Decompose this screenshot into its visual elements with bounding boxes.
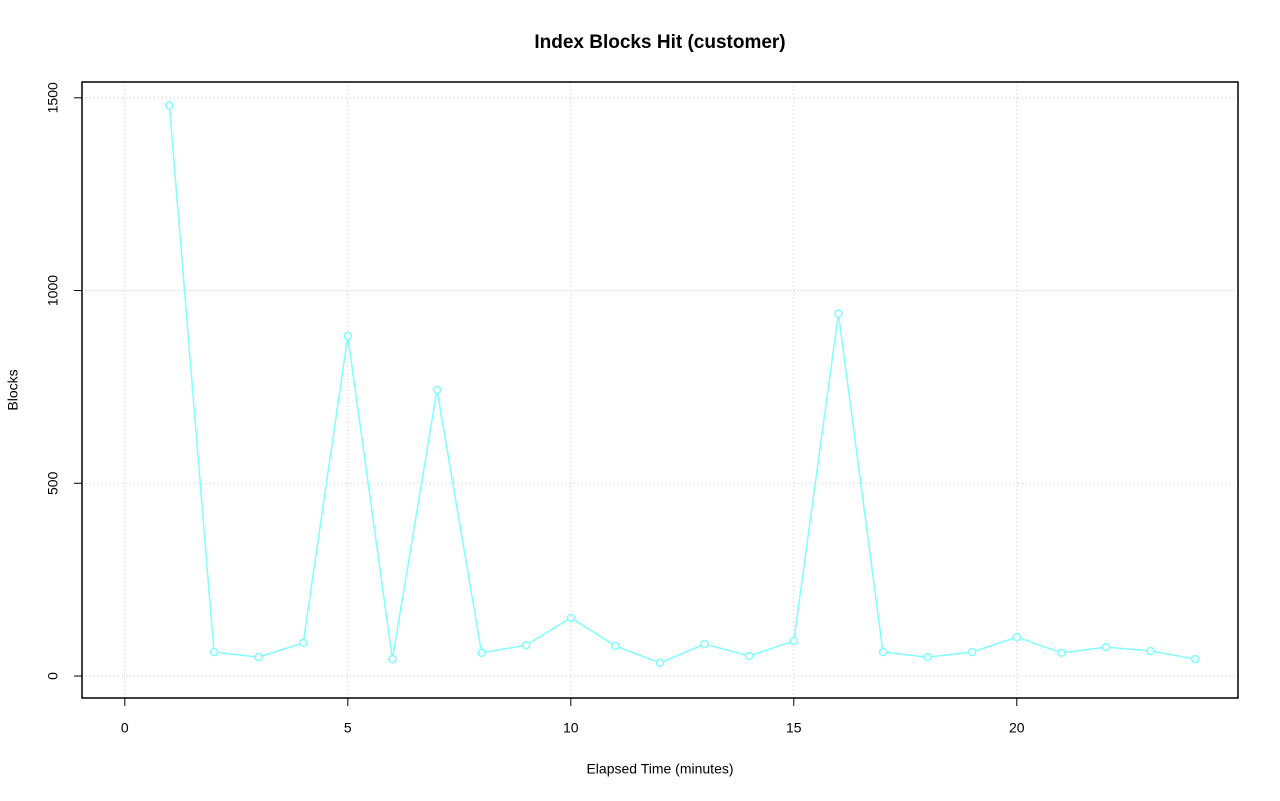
data-point: [432, 385, 442, 395]
data-point: [1101, 642, 1111, 652]
data-point: [789, 636, 799, 646]
x-tick-label: 15: [786, 720, 802, 736]
data-point: [209, 647, 219, 657]
data-point: [477, 648, 486, 658]
y-tick-label: 1000: [45, 275, 61, 306]
data-point: [298, 638, 308, 648]
x-tick-label: 0: [121, 720, 129, 736]
chart-title: Index Blocks Hit (customer): [534, 32, 785, 53]
x-tick-label: 20: [1009, 720, 1025, 736]
data-point: [521, 640, 531, 650]
data-point: [878, 647, 888, 657]
data-point: [1012, 632, 1022, 642]
x-tick-label: 5: [344, 720, 352, 736]
data-point: [655, 658, 665, 668]
plot-frame: [81, 81, 1239, 699]
y-tick-label: 0: [45, 672, 61, 680]
data-point: [566, 613, 576, 623]
data-point: [744, 651, 754, 661]
data-line: [168, 105, 1196, 664]
data-point: [967, 647, 977, 657]
y-axis-label: Blocks: [5, 369, 21, 410]
data-point: [343, 331, 353, 341]
data-point: [1190, 654, 1200, 664]
data-point: [834, 309, 843, 318]
data-point: [388, 654, 397, 664]
y-tick-label: 1500: [45, 82, 61, 113]
data-point: [254, 652, 263, 662]
x-tick-label: 10: [563, 720, 579, 736]
x-axis-label: Elapsed Time (minutes): [586, 761, 733, 777]
data-point: [611, 641, 620, 651]
data-point: [1057, 648, 1066, 658]
data-point: [165, 101, 174, 110]
data-point: [700, 639, 709, 649]
y-tick-label: 500: [45, 471, 61, 495]
data-point: [1146, 646, 1155, 656]
data-point: [923, 652, 932, 662]
